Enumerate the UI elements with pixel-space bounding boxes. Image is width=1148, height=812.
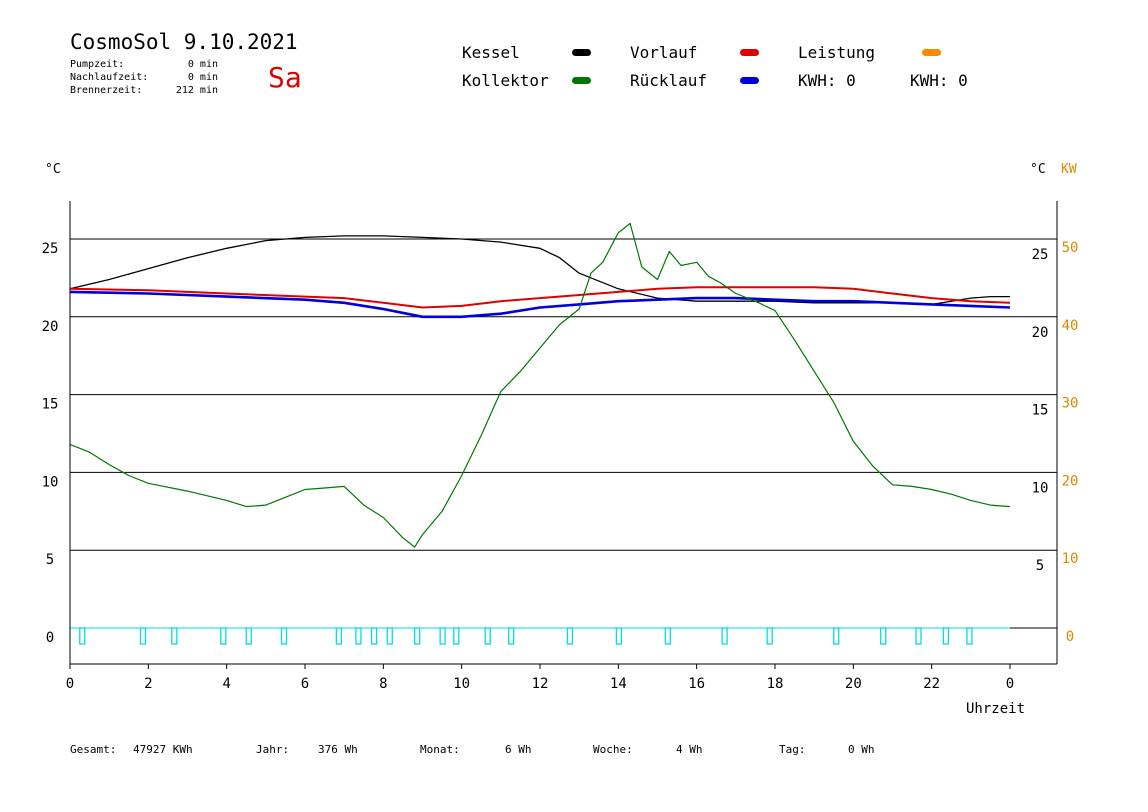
pump-pulse (615, 627, 623, 645)
legend-kessel-swatch (572, 49, 591, 56)
y-tick-label-right-c: 15 (1032, 403, 1049, 419)
right-axis-unit-kw: KW (1061, 162, 1077, 177)
legend-ruecklauf-label: Rücklauf (630, 71, 708, 90)
legend-kollektor-swatch (572, 77, 591, 84)
y-tick-label-left: 0 (46, 630, 54, 646)
y-tick-label-left: 5 (46, 552, 54, 568)
pump-pulse (766, 627, 773, 645)
pump-pulse (566, 627, 574, 645)
x-tick-label: 22 (923, 676, 940, 692)
pump-pulse (370, 627, 378, 645)
weekday-label: Sa (268, 61, 302, 94)
x-tick-label: 6 (301, 676, 309, 692)
footer-gesamt-value: 47927 KWh (133, 743, 193, 756)
y-tick-label-left: 20 (42, 319, 59, 335)
footer-woche-label: Woche: (593, 743, 633, 756)
x-tick-label: 2 (144, 676, 152, 692)
chart-title: CosmoSol 9.10.2021 (70, 30, 298, 54)
pump-pulse (966, 627, 973, 645)
pump-pulse (453, 627, 460, 645)
y-tick-label-right-kw: 0 (1066, 629, 1074, 645)
pump-pulse (880, 627, 887, 645)
y-tick-label-left: 10 (42, 474, 59, 490)
stat-value-brennerzeit: 212 min (175, 85, 218, 96)
x-tick-label: 12 (532, 676, 549, 692)
y-tick-label-right-kw: 30 (1062, 396, 1079, 412)
pump-pulse (721, 627, 728, 645)
pump-pulse (79, 627, 86, 645)
stat-label-brennerzeit: Brennerzeit: (70, 85, 143, 96)
pump-pulse (508, 627, 515, 645)
pump-pulse (414, 627, 421, 645)
pump-pulse (245, 627, 252, 645)
pump-pulse (335, 627, 342, 645)
right-axis-unit: °C (1030, 162, 1046, 177)
legend-vorlauf-swatch (740, 49, 759, 56)
stat-label-nachlaufzeit: Nachlaufzeit: (70, 72, 149, 83)
x-tick-label: 8 (379, 676, 387, 692)
x-tick-label: 4 (222, 676, 230, 692)
footer-monat-label: Monat: (420, 743, 460, 756)
pump-pulse (664, 627, 671, 645)
y-tick-label-right-kw: 10 (1062, 551, 1079, 567)
y-tick-label-right-kw: 50 (1062, 240, 1079, 256)
pump-pulse (355, 627, 362, 645)
legend-kessel-label: Kessel (462, 43, 520, 62)
pump-pulse (942, 627, 950, 645)
y-tick-label-left: 25 (42, 241, 59, 257)
footer-jahr-value: 376 Wh (318, 743, 358, 756)
y-tick-label-right-c: 25 (1032, 247, 1049, 263)
pump-pulse (171, 627, 178, 645)
x-tick-label: 16 (688, 676, 705, 692)
legend-ruecklauf-swatch (740, 77, 759, 84)
x-tick-label: 20 (845, 676, 862, 692)
y-tick-label-left: 15 (42, 397, 59, 413)
stat-value-nachlaufzeit: 0 min (187, 72, 218, 83)
stat-value-pumpzeit: 0 min (187, 59, 218, 70)
y-tick-label-right-kw: 40 (1062, 318, 1079, 334)
x-tick-label: 10 (453, 676, 470, 692)
legend-leistung-swatch (922, 49, 941, 56)
x-tick-label: 14 (610, 676, 627, 692)
pump-pulse (280, 627, 288, 645)
y-tick-label-right-c: 5 (1036, 558, 1044, 574)
series-kollektor (69, 222, 1011, 548)
footer-monat-value: 6 Wh (505, 743, 532, 756)
y-tick-label-right-kw: 20 (1062, 473, 1079, 489)
pump-pulse (915, 627, 922, 645)
pump-pulse (439, 627, 446, 645)
footer-tag-label: Tag: (779, 743, 806, 756)
legend-kollektor-label: Kollektor (462, 71, 549, 90)
legend-vorlauf-label: Vorlauf (630, 43, 698, 62)
x-axis-label: Uhrzeit (966, 701, 1026, 717)
pump-pulse (139, 627, 147, 645)
x-tick-label: 0 (66, 676, 74, 692)
series-vorlauf (69, 286, 1011, 309)
pump-pulse (484, 627, 491, 645)
legend-kwh-energy: KWH: 0 (798, 71, 856, 90)
pump-pulse (220, 627, 227, 645)
x-tick-label: 18 (767, 676, 784, 692)
footer-gesamt-label: Gesamt: (70, 743, 117, 756)
stat-label-pumpzeit: Pumpzeit: (70, 59, 125, 70)
series-kessel (69, 235, 1010, 306)
pump-pulse (833, 627, 840, 645)
legend-kwh-secondary: KWH: 0 (910, 71, 968, 90)
y-tick-label-right-c: 20 (1032, 325, 1049, 341)
footer-tag-value: 0 Wh (848, 743, 875, 756)
legend-leistung-label: Leistung (798, 43, 876, 62)
left-axis-unit: °C (45, 162, 61, 177)
pump-pulse (386, 627, 393, 645)
footer-woche-value: 4 Wh (676, 743, 703, 756)
series-ruecklauf (69, 290, 1011, 319)
footer-jahr-label: Jahr: (256, 743, 290, 756)
y-tick-label-right-c: 10 (1032, 480, 1049, 496)
x-tick-label: 0 (1006, 676, 1014, 692)
